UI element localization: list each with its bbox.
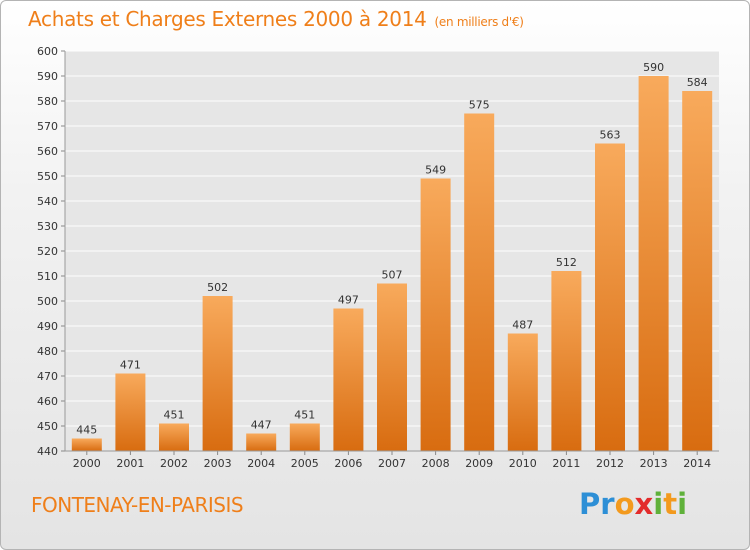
data-label: 451 bbox=[294, 409, 315, 422]
data-label: 447 bbox=[251, 419, 272, 432]
y-tick-label: 510 bbox=[37, 270, 58, 283]
proxiti-logo: Proxiti bbox=[579, 487, 687, 521]
data-label: 563 bbox=[600, 129, 621, 142]
title-text: Achats et Charges Externes 2000 à 2014 bbox=[28, 7, 427, 31]
data-label: 451 bbox=[164, 409, 185, 422]
data-label: 502 bbox=[207, 281, 228, 294]
x-tick-label: 2000 bbox=[73, 457, 101, 470]
bar bbox=[115, 373, 146, 451]
bar bbox=[71, 438, 102, 451]
bar bbox=[595, 143, 625, 451]
x-tick-label: 2005 bbox=[291, 457, 319, 470]
x-tick-label: 2007 bbox=[378, 457, 406, 470]
y-tick-label: 570 bbox=[37, 120, 58, 133]
x-tick-label: 2010 bbox=[509, 457, 537, 470]
bar bbox=[159, 423, 189, 451]
data-label: 487 bbox=[512, 319, 533, 332]
bar bbox=[551, 271, 582, 451]
bar bbox=[464, 113, 495, 451]
y-tick-label: 490 bbox=[37, 320, 58, 333]
logo-letter: i bbox=[677, 487, 688, 521]
x-tick-label: 2011 bbox=[552, 457, 580, 470]
data-label: 575 bbox=[469, 99, 490, 112]
bar bbox=[638, 76, 669, 451]
bar bbox=[202, 296, 233, 451]
logo-letter: t bbox=[663, 487, 678, 521]
y-tick-label: 440 bbox=[37, 445, 58, 458]
place-name: FONTENAY-EN-PARISIS bbox=[31, 493, 244, 517]
x-tick-label: 2001 bbox=[116, 457, 144, 470]
y-tick-label: 600 bbox=[37, 45, 58, 58]
data-label: 471 bbox=[120, 359, 141, 372]
y-tick-label: 580 bbox=[37, 95, 58, 108]
data-label: 590 bbox=[643, 61, 664, 74]
y-tick-label: 550 bbox=[37, 170, 58, 183]
data-label: 497 bbox=[338, 294, 359, 307]
logo-letter: i bbox=[653, 487, 664, 521]
x-tick-label: 2002 bbox=[160, 457, 188, 470]
data-label: 445 bbox=[76, 424, 97, 437]
y-tick-label: 590 bbox=[37, 70, 58, 83]
data-label: 507 bbox=[382, 269, 403, 282]
logo-letter: x bbox=[634, 487, 654, 521]
y-tick-label: 500 bbox=[37, 295, 58, 308]
bar bbox=[420, 178, 451, 451]
logo-letter: P bbox=[579, 487, 601, 521]
x-tick-label: 2003 bbox=[204, 457, 232, 470]
unit-label: (en milliers d'€) bbox=[434, 15, 524, 29]
y-tick-label: 530 bbox=[37, 220, 58, 233]
y-tick-label: 450 bbox=[37, 420, 58, 433]
x-tick-label: 2008 bbox=[422, 457, 450, 470]
y-tick-label: 560 bbox=[37, 145, 58, 158]
x-tick-label: 2004 bbox=[247, 457, 275, 470]
logo-letter: r bbox=[600, 487, 615, 521]
bar bbox=[507, 333, 538, 451]
bar bbox=[333, 308, 364, 451]
bar bbox=[377, 283, 407, 451]
data-label: 584 bbox=[687, 76, 708, 89]
y-tick-label: 480 bbox=[37, 345, 58, 358]
chart-title: Achats et Charges Externes 2000 à 2014 (e… bbox=[28, 7, 524, 31]
y-tick-label: 540 bbox=[37, 195, 58, 208]
y-tick-label: 460 bbox=[37, 395, 58, 408]
x-tick-label: 2012 bbox=[596, 457, 624, 470]
x-tick-label: 2009 bbox=[465, 457, 493, 470]
y-tick-label: 470 bbox=[37, 370, 58, 383]
logo-letter: o bbox=[614, 487, 635, 521]
bar bbox=[289, 423, 320, 451]
data-label: 549 bbox=[425, 164, 446, 177]
x-tick-label: 2014 bbox=[683, 457, 711, 470]
x-tick-label: 2013 bbox=[640, 457, 668, 470]
bar bbox=[682, 91, 713, 451]
data-label: 512 bbox=[556, 256, 577, 269]
y-tick-label: 520 bbox=[37, 245, 58, 258]
x-tick-label: 2006 bbox=[334, 457, 362, 470]
bar bbox=[246, 433, 277, 451]
